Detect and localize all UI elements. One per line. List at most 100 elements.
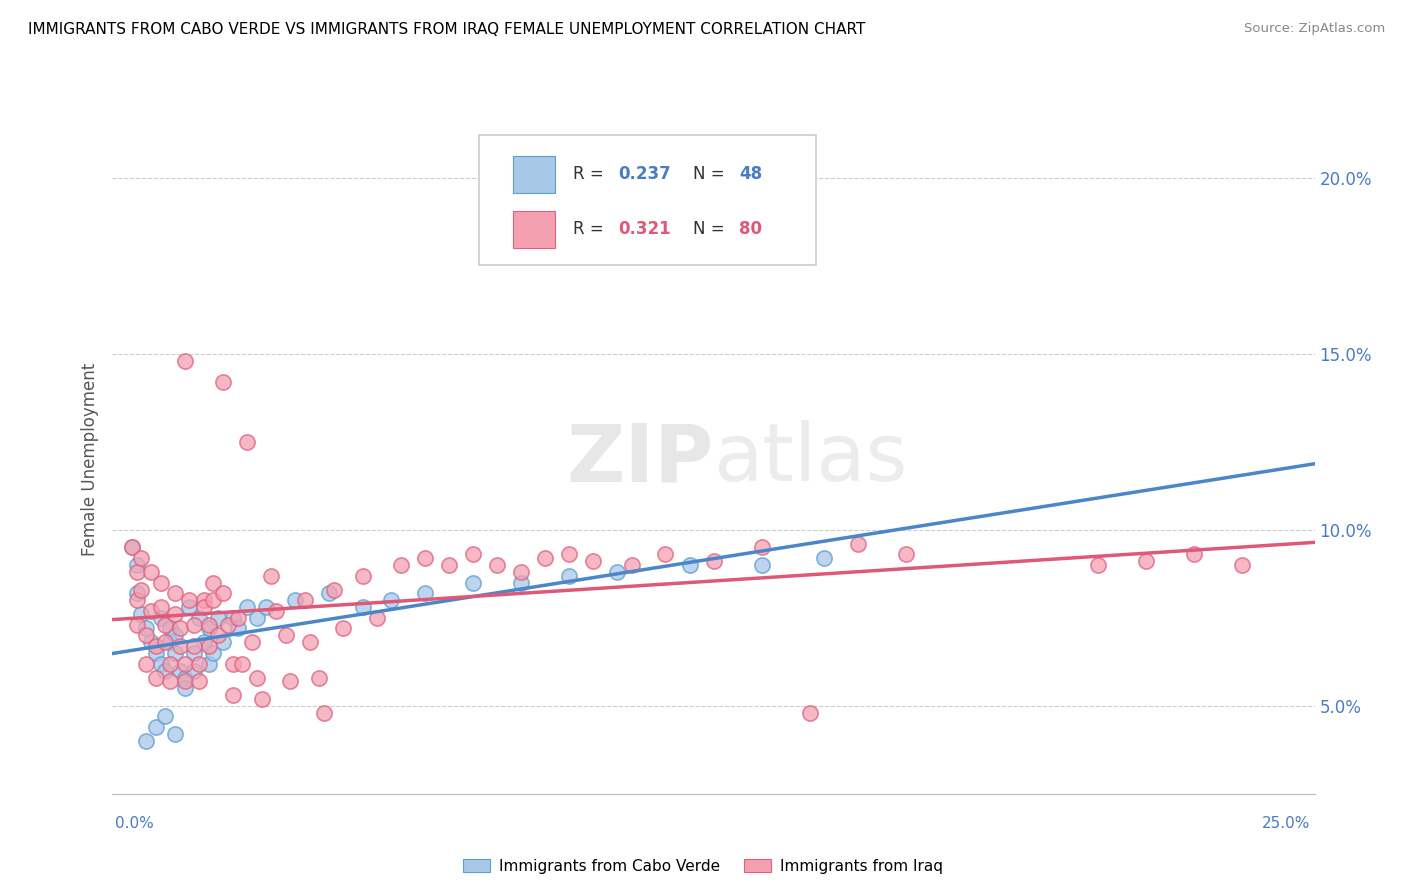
Point	[274, 628, 297, 642]
Legend: Immigrants from Cabo Verde, Immigrants from Iraq: Immigrants from Cabo Verde, Immigrants f…	[457, 853, 949, 880]
Point	[169, 621, 191, 635]
Point	[131, 582, 153, 597]
Point	[558, 568, 581, 582]
Text: Source: ZipAtlas.com: Source: ZipAtlas.com	[1244, 22, 1385, 36]
Point	[246, 611, 269, 625]
Point	[179, 593, 201, 607]
Text: 0.237: 0.237	[619, 165, 671, 184]
Point	[486, 558, 509, 572]
Text: N =: N =	[693, 220, 730, 238]
Point	[163, 607, 186, 622]
Point	[179, 600, 201, 615]
Point	[461, 575, 484, 590]
Point	[159, 674, 181, 689]
Text: R =: R =	[572, 220, 609, 238]
Point	[145, 671, 167, 685]
Point	[135, 734, 157, 748]
Point	[1135, 554, 1157, 568]
Point	[312, 706, 335, 720]
Point	[121, 541, 143, 555]
Point	[173, 681, 195, 696]
Text: 80: 80	[738, 220, 762, 238]
Point	[352, 600, 374, 615]
Point	[207, 611, 229, 625]
Point	[264, 604, 287, 618]
Point	[606, 565, 628, 579]
Point	[212, 375, 235, 389]
FancyBboxPatch shape	[513, 211, 555, 248]
Point	[197, 657, 219, 671]
Point	[202, 593, 225, 607]
Point	[226, 611, 249, 625]
Point	[183, 646, 205, 660]
Point	[298, 635, 321, 649]
Point	[197, 639, 219, 653]
Point	[183, 618, 205, 632]
Point	[212, 635, 235, 649]
Point	[155, 664, 177, 678]
FancyBboxPatch shape	[479, 135, 815, 266]
Point	[159, 621, 181, 635]
Point	[149, 600, 172, 615]
Text: N =: N =	[693, 165, 730, 184]
Point	[620, 558, 643, 572]
Point	[389, 558, 412, 572]
Point	[231, 657, 253, 671]
Text: R =: R =	[572, 165, 609, 184]
Point	[193, 635, 215, 649]
Point	[183, 664, 205, 678]
Point	[121, 541, 143, 555]
Point	[1232, 558, 1254, 572]
Point	[222, 657, 245, 671]
Point	[678, 558, 700, 572]
Point	[125, 586, 148, 600]
Point	[139, 635, 162, 649]
Point	[139, 565, 162, 579]
Point	[173, 657, 195, 671]
Point	[135, 628, 157, 642]
Point	[125, 593, 148, 607]
Point	[135, 621, 157, 635]
Point	[202, 646, 225, 660]
Point	[799, 706, 821, 720]
Point	[212, 586, 235, 600]
Y-axis label: Female Unemployment: Female Unemployment	[80, 363, 98, 556]
Point	[284, 593, 307, 607]
Point	[202, 575, 225, 590]
Point	[246, 671, 269, 685]
Point	[413, 551, 436, 566]
Point	[139, 604, 162, 618]
Point	[332, 621, 354, 635]
Point	[380, 593, 402, 607]
Point	[534, 551, 557, 566]
Point	[193, 600, 215, 615]
Point	[183, 639, 205, 653]
Text: ZIP: ZIP	[567, 420, 713, 499]
Point	[159, 635, 181, 649]
Point	[461, 548, 484, 562]
Point	[250, 691, 273, 706]
Point	[294, 593, 316, 607]
Point	[149, 657, 172, 671]
Point	[193, 593, 215, 607]
Point	[813, 551, 835, 566]
Point	[125, 565, 148, 579]
Point	[1184, 548, 1206, 562]
Point	[173, 674, 195, 689]
Point	[437, 558, 460, 572]
Point	[582, 554, 605, 568]
Point	[222, 688, 245, 702]
Point	[236, 600, 259, 615]
Point	[318, 586, 340, 600]
Point	[197, 621, 219, 635]
Point	[145, 720, 167, 734]
Point	[197, 618, 219, 632]
Point	[217, 618, 239, 632]
Point	[1087, 558, 1109, 572]
Point	[173, 353, 195, 368]
FancyBboxPatch shape	[513, 156, 555, 193]
Point	[254, 600, 277, 615]
Point	[413, 586, 436, 600]
Point	[510, 565, 533, 579]
Point	[159, 657, 181, 671]
